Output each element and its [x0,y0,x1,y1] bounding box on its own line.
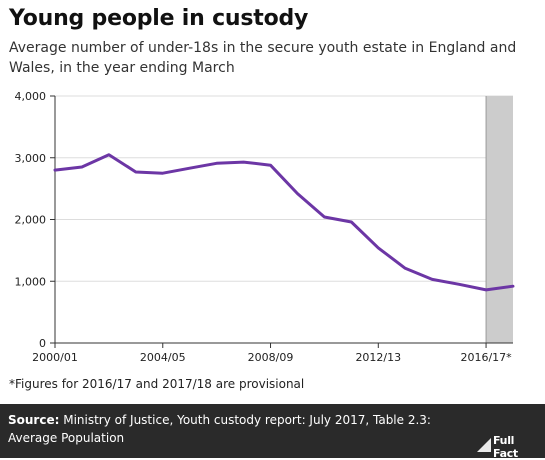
source-text: Source: Ministry of Justice, Youth custo… [8,411,458,447]
source-bar: Source: Ministry of Justice, Youth custo… [0,404,545,458]
provisional-shade-layer [486,96,513,343]
x-tick-label: 2000/01 [32,351,78,364]
line-chart: 0 1,000 2,000 3,000 4,000 2000/01 2004/05 2008… [0,0,545,375]
footnote: *Figures for 2016/17 and 2017/18 are pro… [9,377,304,391]
x-tick-label: 2012/13 [355,351,401,364]
source-label: Source: [8,413,59,427]
y-tick-label: 0 [39,337,46,350]
provisional-shade [486,96,513,343]
y-tick-label: 1,000 [15,275,47,288]
y-tick-label: 4,000 [15,90,47,103]
x-tick-label: 2004/05 [140,351,186,364]
grid-layer [50,96,513,343]
x-tick-label: 2016/17* [460,351,512,364]
x-tick-labels: 2000/01 2004/05 2008/09 2012/13 2016/17* [32,343,512,364]
y-tick-labels: 0 1,000 2,000 3,000 4,000 [15,90,47,350]
y-tick-label: 3,000 [15,152,47,165]
x-tick-label: 2008/09 [248,351,294,364]
source-citation: Ministry of Justice, Youth custody repor… [8,413,431,445]
logo-text: Full Fact [493,434,535,460]
full-fact-logo: Full Fact [477,430,535,452]
series-line [55,155,513,290]
series-layer [55,155,513,290]
y-tick-label: 2,000 [15,214,47,227]
